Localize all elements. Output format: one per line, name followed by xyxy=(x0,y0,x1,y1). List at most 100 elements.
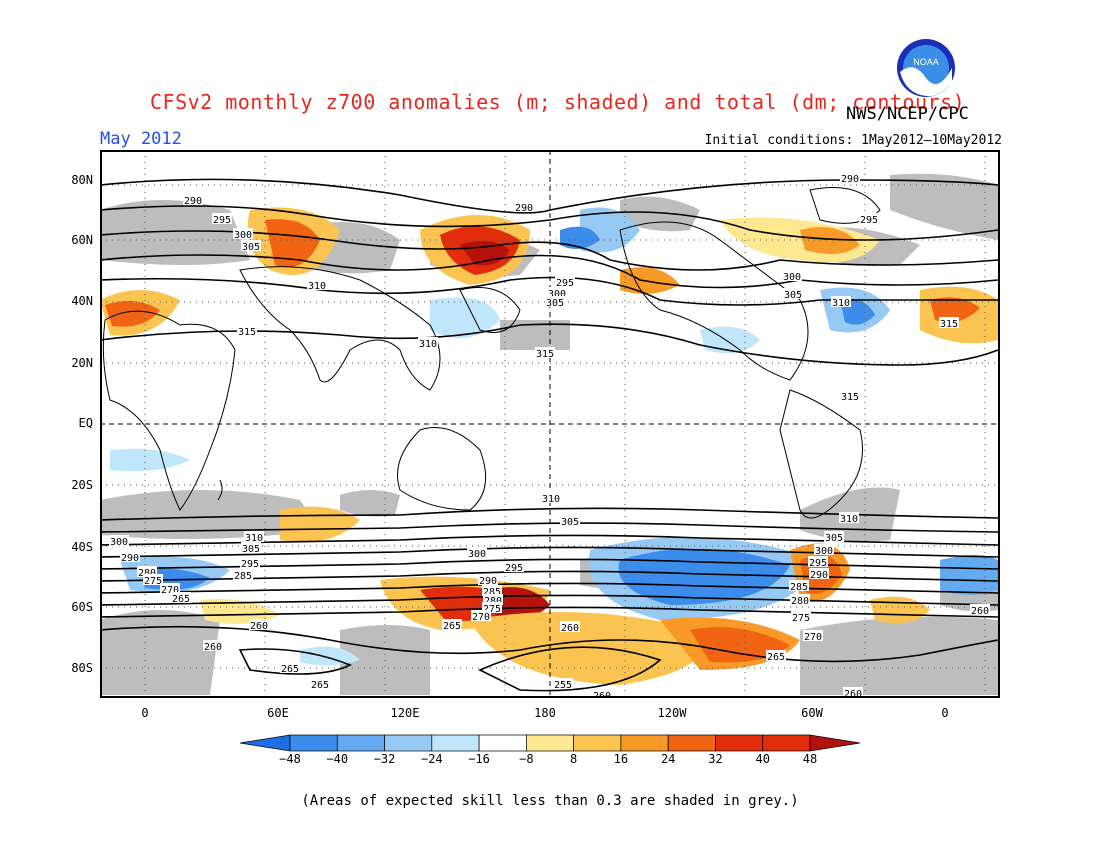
contour-label-bg xyxy=(237,325,257,336)
contour-label-bg xyxy=(482,585,502,596)
latitude-label: 40N xyxy=(71,294,93,308)
contour-label: 305 xyxy=(825,533,843,544)
colorbar-cell xyxy=(620,734,669,752)
contour-label: 310 xyxy=(419,339,437,350)
contour-label: 285 xyxy=(790,582,808,593)
colorbar-cell xyxy=(762,734,811,752)
contour-label: 310 xyxy=(542,494,560,505)
contour-label-bg xyxy=(203,640,223,651)
colorbar-tick-label: −40 xyxy=(326,752,349,766)
north-contour-labels: 2902953003053103153102902953003053152902… xyxy=(183,172,959,403)
coastlines xyxy=(102,187,881,519)
contour-label-bg xyxy=(592,689,612,696)
contour-label-bg xyxy=(535,347,555,358)
contour-label-bg xyxy=(160,583,180,594)
colorbar-cell xyxy=(667,734,716,752)
contour-label: 305 xyxy=(784,290,802,301)
contour-label: 270 xyxy=(161,585,179,596)
height-contours xyxy=(102,178,998,692)
contour-label: 285 xyxy=(483,587,501,598)
skill-note: (Areas of expected skill less than 0.3 a… xyxy=(301,793,799,809)
contour-label: 310 xyxy=(308,281,326,292)
longitude-label: 0 xyxy=(941,706,949,720)
contour-label-bg xyxy=(280,662,300,673)
contour-label-bg xyxy=(137,566,157,577)
contour-label: 315 xyxy=(841,392,859,403)
longitude-label: 0 xyxy=(141,706,149,720)
contour-label-bg xyxy=(249,619,269,630)
colorbar-arrow-high xyxy=(809,734,861,752)
contour-label: 290 xyxy=(515,203,533,214)
anomaly-map: 290 295 300 305 310 315 310 290 295 300 305 315 290 2… xyxy=(100,150,1000,698)
contour-label-bg xyxy=(782,270,802,281)
contour-label-bg xyxy=(970,604,990,615)
contour-label: 295 xyxy=(505,563,523,574)
contour-label: 270 xyxy=(472,612,490,623)
contour-label: 260 xyxy=(561,623,579,634)
colorbar-tick-label: 32 xyxy=(708,752,723,766)
colorbar-tick-label: 40 xyxy=(755,752,770,766)
contour-label: 290 xyxy=(479,576,497,587)
contour-label: 280 xyxy=(791,596,809,607)
contour-label: 275 xyxy=(792,613,810,624)
contour-label: 295 xyxy=(213,215,231,226)
contour-label-bg xyxy=(310,678,330,689)
contour-label-bg xyxy=(212,213,232,224)
initial-conditions-label: Initial conditions: 1May2012—10May2012 xyxy=(704,133,1002,148)
colorbar-tick-label: −8 xyxy=(519,752,534,766)
contour-label-bg xyxy=(939,317,959,328)
latitude-label: 80N xyxy=(71,173,93,187)
colorbar-tick-label: −32 xyxy=(373,752,396,766)
contour-label: 315 xyxy=(536,349,554,360)
contour-label: 305 xyxy=(242,544,260,555)
contour-label: 275 xyxy=(483,604,501,615)
contour-label: 290 xyxy=(810,570,828,581)
contour-label: 290 xyxy=(841,174,859,185)
contour-label: 280 xyxy=(484,596,502,607)
contour-label-bg xyxy=(790,594,810,605)
contour-label: 265 xyxy=(172,594,190,605)
contour-label: 310 xyxy=(245,533,263,544)
contour-label-bg xyxy=(791,611,811,622)
latitude-label: 60N xyxy=(71,233,93,247)
contour-label: 260 xyxy=(844,689,862,696)
contour-label: 260 xyxy=(204,642,222,653)
contour-label-bg xyxy=(240,557,260,568)
colorbar-tick-label: −24 xyxy=(420,752,443,766)
contour-label-bg xyxy=(471,610,491,621)
contour-label-bg xyxy=(541,492,561,503)
contour-label: 295 xyxy=(241,559,259,570)
contour-label: 305 xyxy=(546,298,564,309)
contour-label: 265 xyxy=(311,680,329,691)
colorbar-cell xyxy=(526,734,574,752)
contour-label-bg xyxy=(504,561,524,572)
contour-label: 295 xyxy=(809,558,827,569)
contour-label-bg xyxy=(824,531,844,542)
longitude-label: 180 xyxy=(534,706,556,720)
contour-label-bg xyxy=(547,287,567,298)
latitude-label: 20N xyxy=(71,356,93,370)
contour-label-bg xyxy=(143,574,163,585)
contour-label: 300 xyxy=(548,289,566,300)
contour-label-bg xyxy=(560,515,580,526)
contour-label: 295 xyxy=(556,278,574,289)
contour-label-bg xyxy=(859,213,879,224)
contour-label: 265 xyxy=(767,652,785,663)
chart-title: CFSv2 monthly z700 anomalies (m; shaded)… xyxy=(150,90,966,114)
colorbar-cell xyxy=(384,734,433,752)
contour-label-bg xyxy=(840,390,860,401)
contour-label-bg xyxy=(241,542,261,553)
contour-label-bg xyxy=(482,602,502,613)
contour-label: 310 xyxy=(840,514,858,525)
contour-label: 305 xyxy=(561,517,579,528)
latitude-label: 40S xyxy=(71,540,93,554)
contour-label-bg xyxy=(442,619,462,630)
latitude-label: 20S xyxy=(71,478,93,492)
contour-label-bg xyxy=(241,240,261,251)
contour-label: 310 xyxy=(832,298,850,309)
contour-label: 300 xyxy=(110,537,128,548)
contour-label: 260 xyxy=(971,606,989,617)
contour-label-bg xyxy=(814,544,834,555)
contour-label: 290 xyxy=(121,553,139,564)
